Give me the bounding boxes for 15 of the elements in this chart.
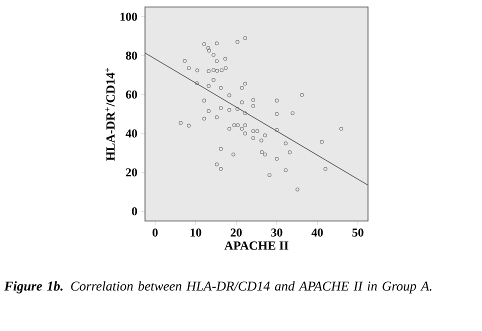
x-tick-label: 10 <box>190 228 202 237</box>
x-tick-label: 50 <box>352 228 364 237</box>
x-tick-label: 0 <box>152 228 158 237</box>
text: Figure 1b. Correlation between HLA-DR/CD14 and APACHE II in Group A. <box>4 281 432 294</box>
y-tick-label: 20 <box>126 168 138 176</box>
y-tick-label: 100 <box>120 12 138 21</box>
y-tick-label: 60 <box>126 90 138 99</box>
y-tick-label: 80 <box>126 52 138 60</box>
x-tick-label: 30 <box>271 228 282 237</box>
y-tick-label: 40 <box>126 129 138 138</box>
x-tick-label: 40 <box>312 228 323 237</box>
x-tick-label: 20 <box>230 228 242 237</box>
y-tick-label: 0 <box>132 207 138 216</box>
x-axis-title: APACHE II <box>224 241 288 250</box>
y-axis-title: HLA-DR$^{+}$/CD14$^{+}$ <box>105 68 115 161</box>
